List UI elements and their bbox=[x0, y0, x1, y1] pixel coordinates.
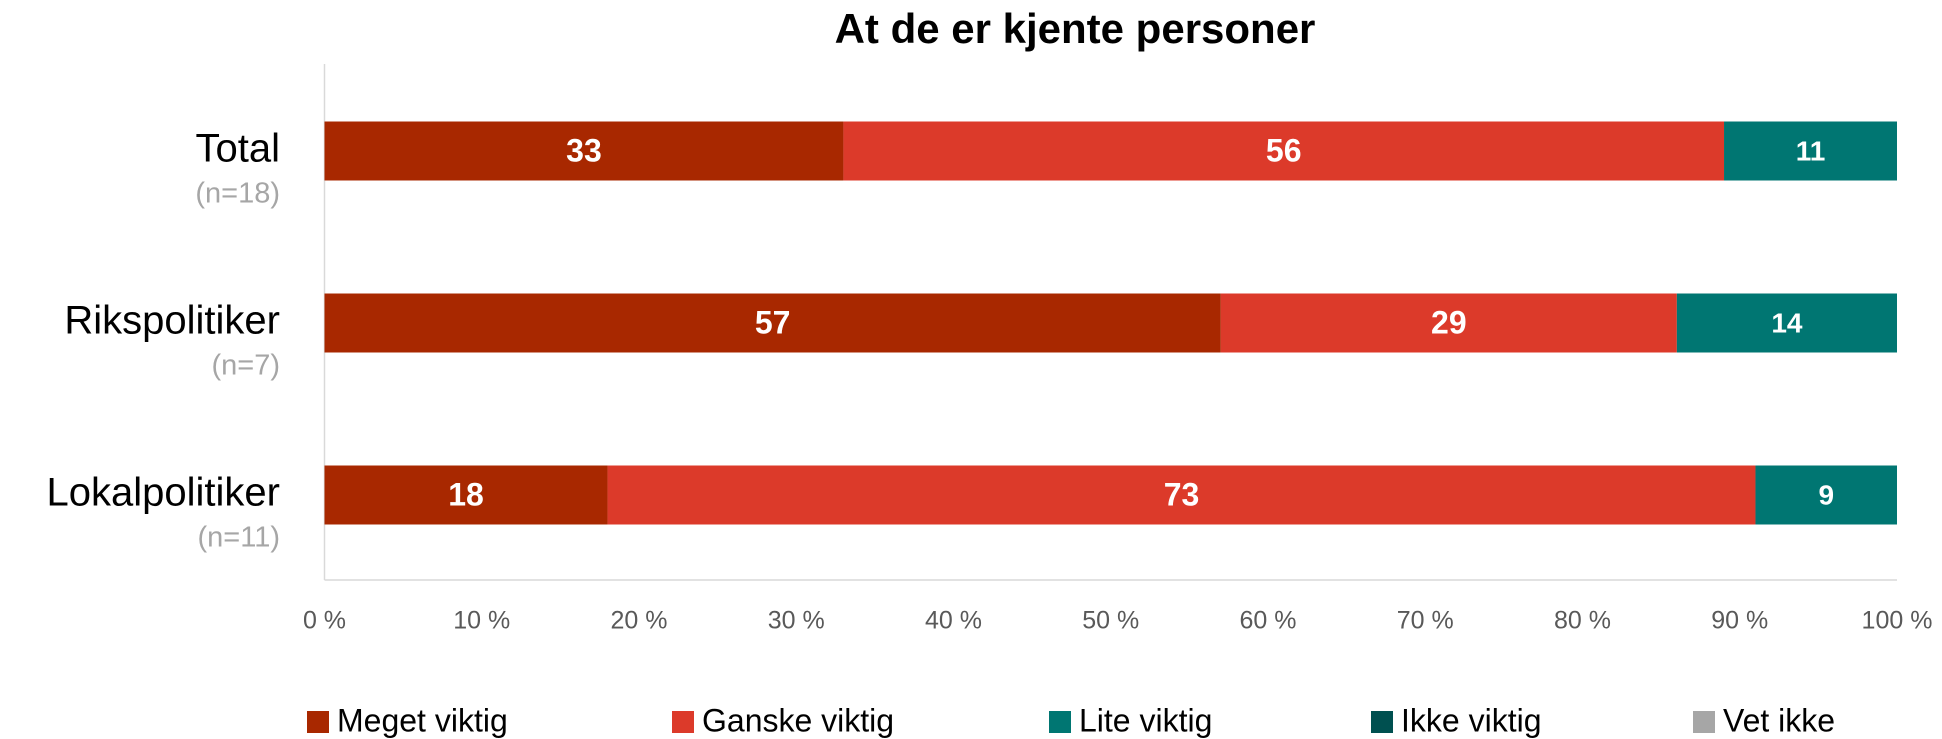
bar-segment bbox=[324, 121, 844, 181]
x-tick-label: 80 % bbox=[1554, 607, 1611, 635]
data-label: 9 bbox=[1818, 479, 1834, 510]
legend-swatch bbox=[672, 711, 694, 733]
category-label: Lokalpolitiker bbox=[47, 471, 280, 515]
bar-segment bbox=[1676, 293, 1897, 353]
data-label: 29 bbox=[1431, 304, 1467, 340]
legend-label: Ikke viktig bbox=[1401, 702, 1541, 738]
category-note: (n=11) bbox=[198, 522, 280, 554]
x-tick-label: 100 % bbox=[1862, 607, 1933, 635]
bar-segment bbox=[324, 293, 1221, 353]
data-label: 33 bbox=[566, 132, 602, 168]
bar-segment bbox=[1755, 465, 1897, 525]
bar-segment bbox=[1220, 293, 1677, 353]
legend-label: Meget viktig bbox=[337, 702, 508, 738]
legend-swatch bbox=[1371, 711, 1393, 733]
data-label: 57 bbox=[755, 304, 791, 340]
x-tick-label: 30 % bbox=[768, 607, 825, 635]
category-label: Rikspolitiker bbox=[64, 299, 280, 343]
data-label: 14 bbox=[1771, 307, 1803, 338]
x-tick-label: 20 % bbox=[611, 607, 668, 635]
category-label: Total bbox=[196, 127, 281, 171]
data-label: 18 bbox=[448, 476, 484, 512]
x-tick-label: 40 % bbox=[925, 607, 982, 635]
chart-title: At de er kjente personer bbox=[835, 5, 1316, 52]
legend-swatch bbox=[307, 711, 329, 733]
x-tick-label: 70 % bbox=[1397, 607, 1454, 635]
bar-segment bbox=[843, 121, 1725, 181]
bar-segment bbox=[607, 465, 1756, 525]
bar-segment bbox=[1724, 121, 1897, 181]
legend-label: Ganske viktig bbox=[702, 702, 894, 738]
x-tick-label: 50 % bbox=[1082, 607, 1139, 635]
x-tick-label: 90 % bbox=[1711, 607, 1768, 635]
legend-label: Lite viktig bbox=[1079, 702, 1212, 738]
data-label: 11 bbox=[1796, 135, 1826, 166]
category-note: (n=7) bbox=[211, 350, 280, 382]
legend-label: Vet ikke bbox=[1723, 702, 1835, 738]
bar-segment bbox=[324, 465, 608, 525]
data-label: 73 bbox=[1164, 476, 1200, 512]
data-label: 56 bbox=[1266, 132, 1302, 168]
category-note: (n=18) bbox=[195, 178, 280, 210]
legend-swatch bbox=[1049, 711, 1071, 733]
x-tick-label: 60 % bbox=[1240, 607, 1297, 635]
x-tick-label: 10 % bbox=[453, 607, 510, 635]
legend-swatch bbox=[1693, 711, 1715, 733]
x-tick-label: 0 % bbox=[303, 607, 346, 635]
